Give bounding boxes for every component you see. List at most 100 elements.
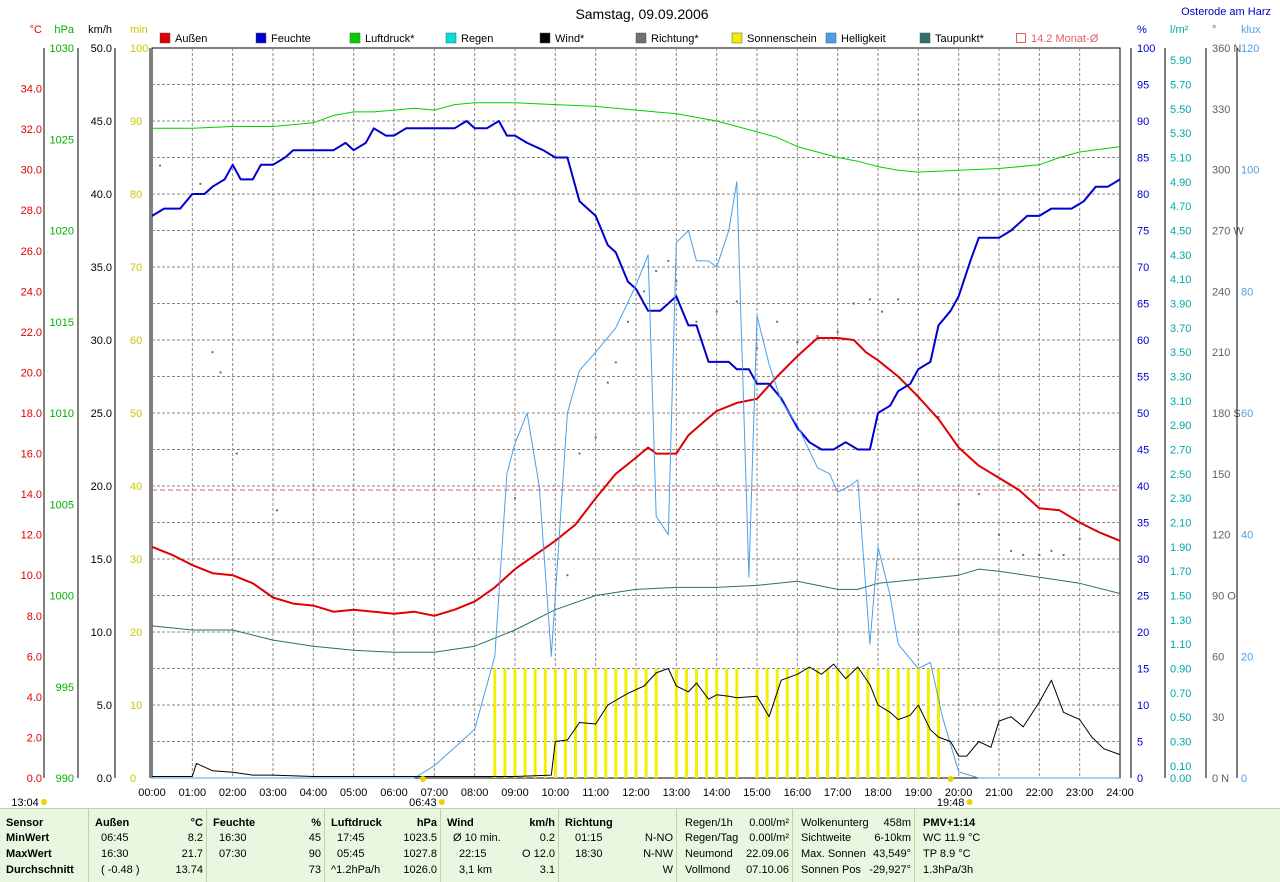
temp-axis-tick-label: 16.0 <box>21 449 42 461</box>
direction-axis-tick-label: 150 <box>1212 469 1230 481</box>
direction-dot <box>881 310 884 313</box>
direction-axis-tick-label: 300 <box>1212 165 1230 177</box>
aussen-max-time: 16:30 <box>101 848 129 860</box>
wind-axis-tick-label: 45.0 <box>91 116 112 128</box>
vollmond-label: Vollmond <box>685 864 731 876</box>
minutes-axis-tick-label: 30 <box>130 554 142 566</box>
legend-swatch <box>445 32 457 44</box>
sunshine-bar <box>805 668 809 778</box>
footer-richtung: Richtung 01:15 N-NO 18:30 N-NW W <box>558 809 677 882</box>
sunshine-bar <box>674 668 678 778</box>
footer-wolken: Wolkenunterg 458m Sichtweite 6-10km Max. S… <box>792 809 915 882</box>
legend-label: Helligkeit <box>841 33 886 45</box>
lux-axis-tick-label: 80 <box>1241 286 1253 298</box>
legend-label: Sonnenschein <box>747 33 817 45</box>
sunshine-bar <box>574 668 577 778</box>
sunshine-bar <box>533 668 537 778</box>
richtung-title: Richtung <box>565 817 613 829</box>
druck-trend-value: 1.3hPa/3h <box>923 864 974 876</box>
sunshine-bar <box>896 668 900 778</box>
direction-dot <box>626 320 629 323</box>
sunshine-bar <box>695 668 698 778</box>
weather-chart: 0.0 2.0 4.0 6.0 8.0 10.0 12.0 14.0 16.0 18.0 20.0 2… <box>11 6 1271 808</box>
sunshine-bar <box>937 668 940 778</box>
direction-axis-tick-label: 180 S <box>1212 408 1241 420</box>
direction-dot <box>667 259 670 262</box>
sunshine-bar <box>906 668 910 778</box>
lux-axis-tick-label: 0 <box>1241 773 1247 785</box>
richtung-max-time: 18:30 <box>575 848 603 860</box>
grid <box>151 47 1121 779</box>
sunshine-bar <box>795 668 799 778</box>
feuchte-min-time: 16:30 <box>219 832 247 844</box>
temp-axis-tick-label: 24.0 <box>21 286 42 298</box>
luftdruck-trend: ^1.2hPa/h <box>331 864 381 876</box>
regen-tag-value: 0.00l/m² <box>749 832 789 844</box>
rain-axis-tick-label: 0.90 <box>1170 664 1191 676</box>
luftdruck-max-time: 05:45 <box>337 848 365 860</box>
direction-dot <box>1050 549 1053 552</box>
aussen-trend: ( -0.48 ) <box>101 864 140 876</box>
direction-axis-tick-label: 240 <box>1212 286 1230 298</box>
rain-axis-tick-label: 5.70 <box>1170 80 1191 92</box>
rain-axis-tick-label: 5.10 <box>1170 153 1191 165</box>
sunset-label: 19:48 <box>937 797 965 808</box>
pressure-axis-tick-label: 1025 <box>50 134 74 146</box>
direction-dot <box>514 497 516 500</box>
direction-dot <box>643 290 646 293</box>
direction-dot <box>199 182 202 185</box>
x-tick-label: 02:00 <box>219 787 247 799</box>
sunshine-bar <box>765 668 769 778</box>
sunshine-bar <box>836 668 840 778</box>
footer-aussen: Außen °C 06:45 8.2 16:30 21.7 ( -0.48 ) 13.7… <box>88 809 207 882</box>
sunshine-bar <box>826 668 830 778</box>
sunshine-bar <box>886 668 890 778</box>
sunshine-bar <box>684 668 688 778</box>
sunshine-bar <box>755 668 759 778</box>
humidity-axis-tick-label: 5 <box>1137 737 1143 749</box>
lux-axis-tick-label: 120 <box>1241 43 1259 55</box>
humidity-axis-tick-label: 70 <box>1137 262 1149 274</box>
sunshine-bar <box>876 668 880 778</box>
sun-top-label: 13:04 <box>11 797 39 808</box>
rain-axis-tick-label: 3.10 <box>1170 396 1191 408</box>
legend-swatch <box>635 32 647 44</box>
sonnen-pos-label: Sonnen Pos <box>801 864 861 876</box>
x-tick-label: 05:00 <box>340 787 368 799</box>
pressure-axis-tick-label: 1020 <box>50 226 74 238</box>
rain-axis-tick-label: 5.90 <box>1170 55 1191 67</box>
sunshine-bar <box>503 668 507 778</box>
wind-axis-tick-label: 25.0 <box>91 408 112 420</box>
x-tick-label: 06:00 <box>380 787 408 799</box>
sunshine-bar <box>553 668 557 778</box>
direction-axis-tick-label: 0 N <box>1212 773 1229 785</box>
legend-swatch <box>825 32 837 44</box>
direction-dot <box>776 320 779 323</box>
rain-axis-tick-label: 1.30 <box>1170 615 1191 627</box>
direction-dot <box>695 320 698 323</box>
legend-swatch <box>349 32 361 44</box>
rain-axis-tick-label: 0.10 <box>1170 761 1191 773</box>
minutes-axis-tick-label: 10 <box>130 700 142 712</box>
legend-label: Luftdruck* <box>365 33 415 45</box>
feuchte-min-value: 45 <box>308 832 321 844</box>
direction-dot <box>796 341 799 344</box>
x-tick-label: 11:00 <box>582 787 609 799</box>
temp-axis-tick-label: 4.0 <box>27 692 42 704</box>
sunshine-bar <box>644 668 648 778</box>
humidity-axis-tick-label: 45 <box>1137 445 1149 457</box>
wind-axis-tick-label: 15.0 <box>91 554 112 566</box>
rain-axis-tick-label: 4.10 <box>1170 274 1191 286</box>
x-tick-label: 01:00 <box>179 787 207 799</box>
sunshine-bar <box>513 668 517 778</box>
x-tick-label: 24:00 <box>1106 787 1134 799</box>
legend-label: Richtung* <box>651 33 699 45</box>
sunshine-bar <box>654 668 658 778</box>
temp-axis-tick-label: 2.0 <box>27 732 42 744</box>
sichtweite-value: 6-10km <box>874 832 911 844</box>
direction-dot <box>735 300 738 303</box>
lux-axis-tick-label: 60 <box>1241 408 1253 420</box>
row-avg: Durchschnitt <box>6 864 74 876</box>
minutes-axis-tick-label: 0 <box>130 773 136 785</box>
sun-marker-icon <box>438 799 445 805</box>
